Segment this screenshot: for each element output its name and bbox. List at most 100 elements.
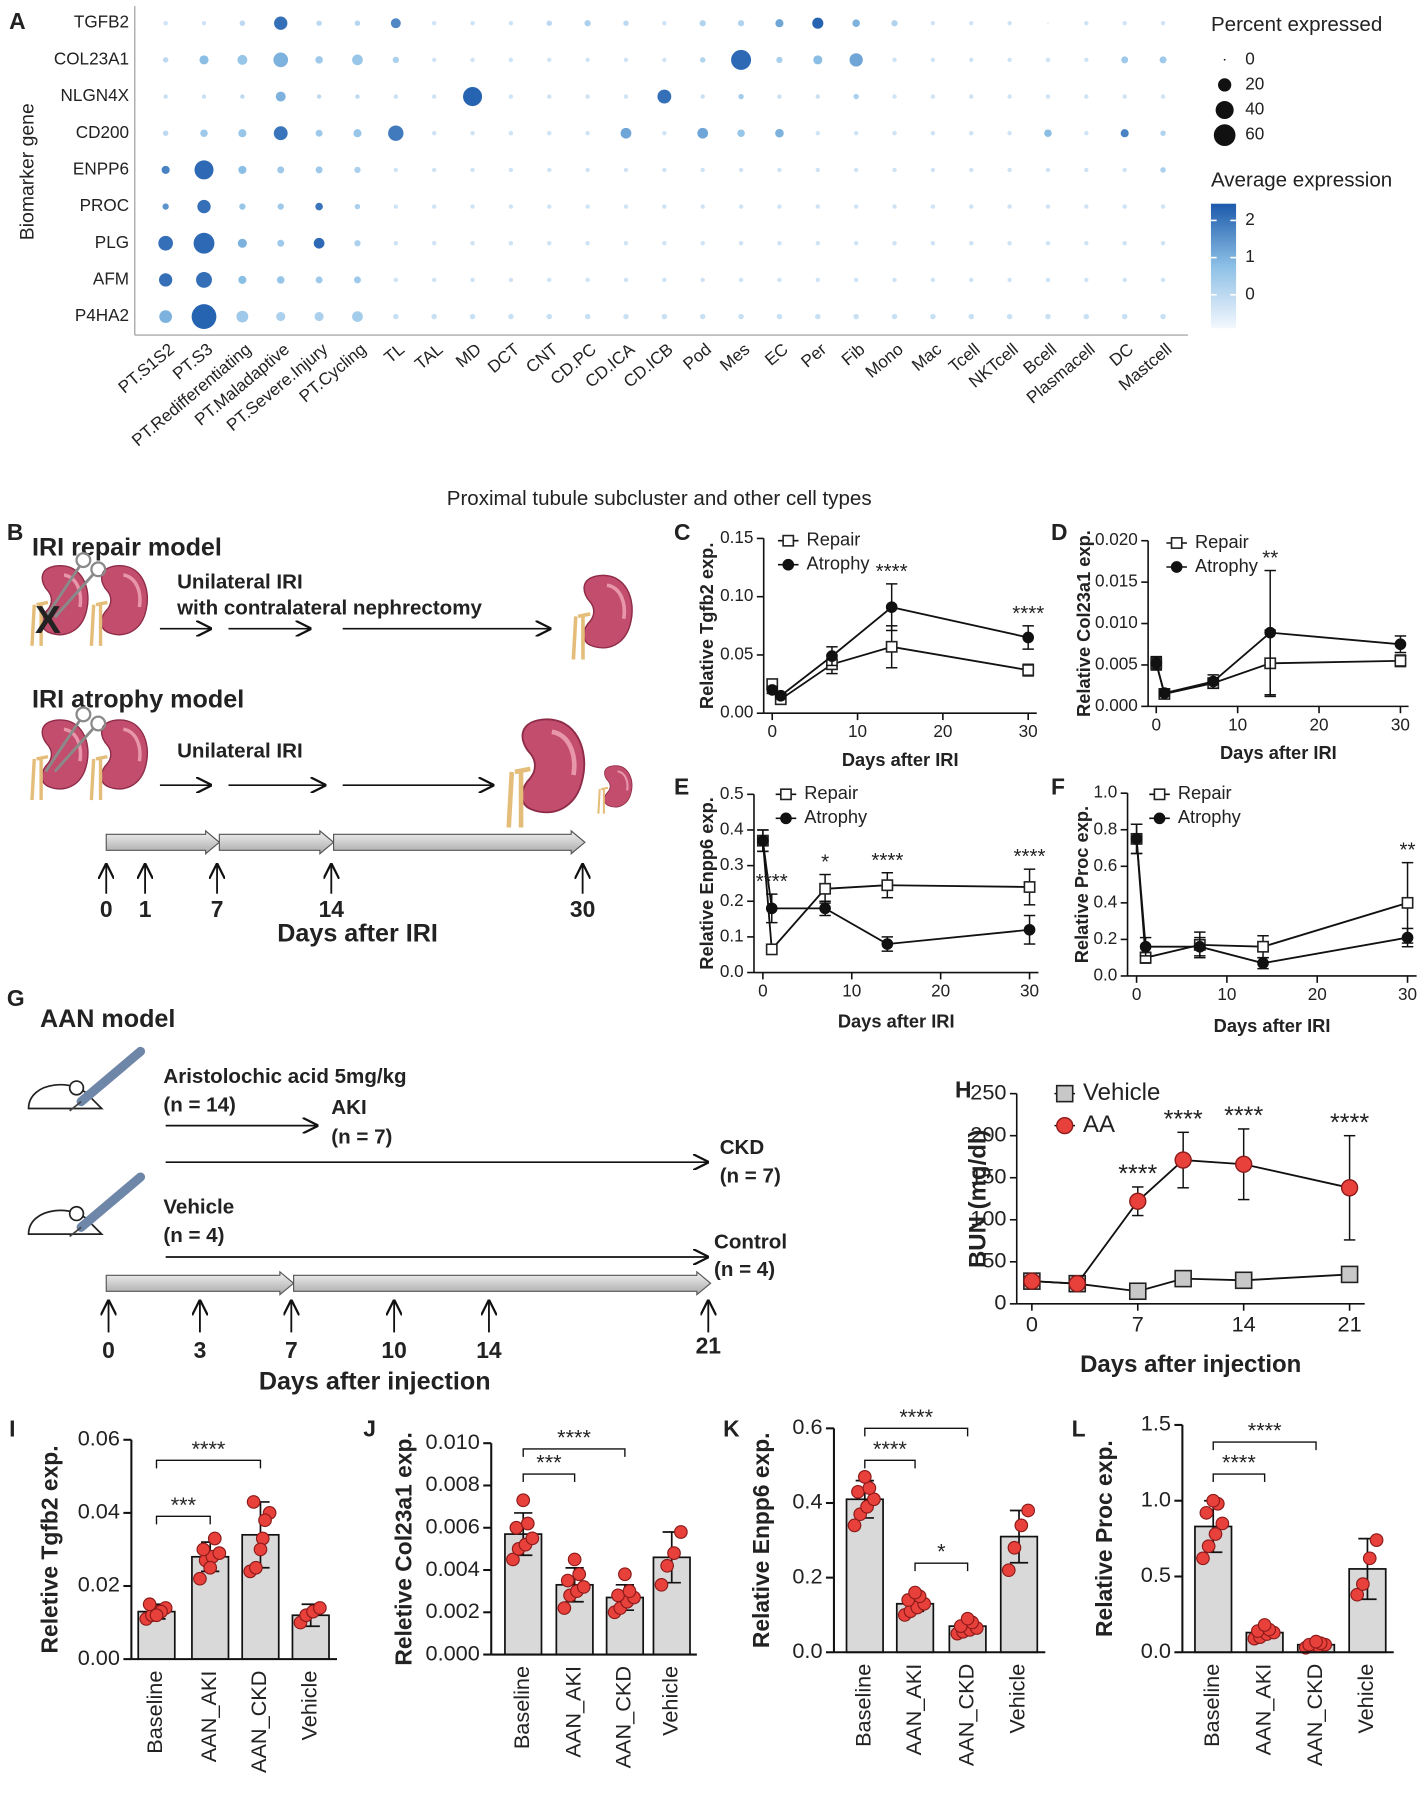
panel-letter: F: [1051, 774, 1065, 800]
legend-marker: [1153, 812, 1166, 825]
marker: [1174, 1151, 1192, 1169]
dot: [662, 57, 667, 63]
dot: [969, 204, 974, 209]
dot: [777, 241, 782, 246]
dot: [315, 166, 323, 174]
data-point: [246, 1495, 261, 1509]
dot: [584, 20, 591, 27]
dot: [238, 275, 247, 284]
y-tick-label: 0.000: [426, 1640, 480, 1665]
dot: [1122, 167, 1127, 173]
dot: [355, 94, 360, 99]
model-title: IRI repair model: [32, 533, 222, 561]
syringe: [76, 1172, 146, 1232]
data-point: [142, 1597, 157, 1612]
dot: [162, 203, 169, 210]
dot: [194, 160, 214, 180]
significance: ****: [876, 560, 908, 583]
dot: [1122, 94, 1127, 99]
marker: [1022, 631, 1035, 644]
marker: [819, 882, 832, 895]
dot: [1045, 204, 1051, 209]
x-tick-label: Vehicle: [296, 1671, 321, 1741]
marker: [819, 902, 831, 915]
dot: [623, 57, 629, 63]
dot: [1007, 94, 1012, 99]
y-tick-label: 0.8: [1093, 818, 1117, 838]
data-point: [249, 1560, 263, 1575]
data-point: [572, 1567, 587, 1582]
gene-label: PLG: [95, 232, 129, 252]
y-tick-label: 0.2: [720, 890, 744, 910]
dot: [238, 165, 247, 174]
dot: [547, 131, 552, 136]
clamp-ring: [90, 561, 107, 578]
y-tick-label: 0.005: [1095, 653, 1138, 673]
data-point: [203, 1560, 218, 1575]
marker: [1068, 1274, 1086, 1293]
data-point: [1206, 1493, 1221, 1508]
timeline-label: 7: [285, 1337, 298, 1363]
dot: [813, 55, 823, 65]
dot: [315, 56, 323, 64]
dot: [470, 277, 475, 283]
marker: [757, 834, 769, 847]
dot: [662, 204, 667, 209]
x-tick-label: 20: [933, 721, 952, 741]
dot: [1045, 57, 1051, 63]
significance: ***: [536, 1450, 562, 1475]
panel-letter: E: [674, 774, 689, 800]
dot: [853, 241, 859, 246]
dot: [700, 167, 705, 173]
dot: [158, 273, 173, 287]
dot: [508, 21, 514, 26]
dot: [274, 16, 288, 30]
dot: [700, 204, 705, 209]
legend-marker: [1170, 537, 1183, 549]
timeline-label: 14: [319, 896, 345, 922]
dot: [738, 204, 744, 209]
treatment-label: Aristolochic acid 5mg/kg: [163, 1065, 406, 1088]
colorbar-label: 2: [1245, 209, 1255, 229]
data-point: [1350, 1587, 1365, 1602]
outcome-n: (n = 7): [331, 1126, 392, 1149]
marker: [1150, 657, 1163, 670]
data-point: [1356, 1577, 1370, 1591]
dot: [1121, 313, 1128, 320]
timeline-arrow: [105, 1270, 295, 1296]
dot: [508, 313, 514, 320]
x-axis-title: Proximal tubule subcluster and other cel…: [447, 487, 872, 510]
dot: [853, 204, 859, 209]
ureter: [506, 766, 531, 828]
size-legend-dot: [1218, 78, 1232, 92]
marker: [1128, 1282, 1147, 1301]
y-tick-label: 200: [970, 1121, 1006, 1146]
dot: [1083, 313, 1090, 320]
significance: ****: [871, 849, 903, 872]
dot: [700, 277, 705, 283]
dot: [197, 199, 211, 214]
significance: ****: [1012, 602, 1044, 625]
dot: [1084, 204, 1089, 209]
y-tick-label: 0.0: [792, 1638, 822, 1663]
dot: [392, 56, 399, 64]
x-tick-label: Baseline: [509, 1666, 534, 1749]
data-point: [654, 1577, 669, 1592]
legend-label: Atrophy: [1195, 555, 1259, 576]
x-tick-label: Pod: [679, 339, 715, 374]
marker: [1023, 881, 1036, 893]
x-tick-label: AAN_AKI: [901, 1664, 926, 1756]
series-line: [1155, 659, 1401, 696]
dot: [546, 20, 552, 26]
marker: [1158, 687, 1171, 699]
significance: ****: [1224, 1102, 1263, 1130]
marker: [1174, 1269, 1192, 1288]
y-axis-title: Relative Proc exp.: [1071, 806, 1092, 963]
data-point: [1369, 1533, 1384, 1547]
x-tick-label: 20: [1310, 714, 1329, 734]
y-tick-label: 0.010: [426, 1429, 480, 1454]
y-tick-label: 0.015: [1095, 571, 1138, 591]
significance: ****: [1014, 845, 1046, 868]
x-tick-label: Baseline: [851, 1664, 876, 1747]
marker: [1023, 923, 1036, 936]
